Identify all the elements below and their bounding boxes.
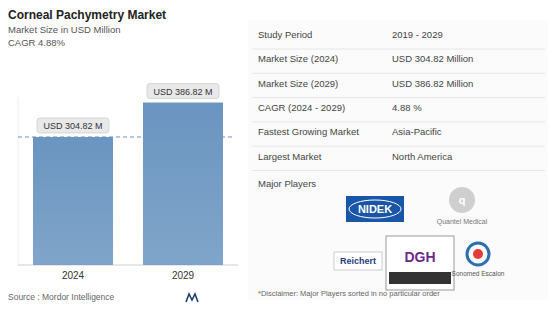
panel-label: Study Period bbox=[258, 29, 312, 40]
panel-separator bbox=[252, 121, 545, 122]
title: Corneal Pachymetry Market bbox=[8, 8, 166, 22]
source: Source : Mordor Intelligence bbox=[8, 292, 115, 302]
panel-value: Asia-Pacific bbox=[392, 126, 442, 137]
panel-label: CAGR (2024 - 2029) bbox=[258, 102, 345, 113]
data-label: USD 304.82 M bbox=[43, 121, 102, 131]
player-name: Quantel Medical bbox=[437, 218, 488, 226]
bar bbox=[33, 137, 113, 265]
panel-value: North America bbox=[392, 151, 453, 162]
data-label: USD 386.82 M bbox=[153, 87, 212, 97]
panel-separator bbox=[252, 73, 545, 74]
subtitle: Market Size in USD Million bbox=[8, 24, 120, 35]
panel-label: Largest Market bbox=[258, 151, 322, 162]
bars bbox=[33, 103, 223, 265]
logo-sonomed bbox=[467, 243, 489, 265]
players-title: Major Players bbox=[258, 178, 316, 189]
brand-logo bbox=[186, 294, 198, 302]
player-name: Reichert bbox=[340, 256, 376, 266]
panel-value: 2019 - 2029 bbox=[392, 29, 443, 40]
panel-background bbox=[248, 20, 548, 300]
panel-value: USD 386.82 Million bbox=[392, 78, 473, 89]
logo-quantel bbox=[449, 187, 475, 213]
panel-separator bbox=[252, 49, 545, 50]
data-label-box bbox=[37, 118, 109, 133]
panel-value: 4.88 % bbox=[392, 102, 422, 113]
logo-reichert bbox=[334, 252, 382, 270]
x-tick-label: 2029 bbox=[172, 270, 195, 281]
panel-separator bbox=[252, 146, 545, 147]
disclaimer: *Disclaimer: Major Players sorted in no … bbox=[258, 289, 440, 298]
root: Corneal Pachymetry Market Market Size in … bbox=[0, 0, 550, 315]
bar bbox=[143, 103, 223, 265]
logo-dgh-band bbox=[389, 272, 451, 284]
data-label-box bbox=[147, 84, 219, 99]
panel-value: USD 304.82 Million bbox=[392, 53, 473, 64]
y-axis-line bbox=[18, 97, 19, 265]
background bbox=[0, 0, 550, 315]
player-name: NIDEK bbox=[358, 203, 392, 215]
panel-separator bbox=[252, 170, 545, 171]
panel-separator bbox=[252, 97, 545, 98]
brand-logo-shape bbox=[186, 294, 198, 302]
player-name: Sonomed Escalon bbox=[452, 270, 505, 277]
panel-label: Fastest Growing Market bbox=[258, 126, 359, 137]
panel-label: Market Size (2024) bbox=[258, 53, 338, 64]
player-name: DGH bbox=[404, 249, 435, 265]
logo-sonomed-core bbox=[473, 249, 483, 259]
logo-dgh bbox=[386, 236, 454, 290]
logo-nidek-ring bbox=[349, 200, 401, 218]
panel-label: Market Size (2029) bbox=[258, 78, 338, 89]
logo-nidek bbox=[346, 196, 404, 222]
logo-quantel-mark: q bbox=[459, 194, 466, 206]
annotation: CAGR 4.88% bbox=[8, 37, 66, 48]
reference-line bbox=[18, 136, 233, 137]
x-tick-label: 2024 bbox=[62, 270, 85, 281]
chart-svg: Corneal Pachymetry Market Market Size in … bbox=[0, 0, 550, 315]
